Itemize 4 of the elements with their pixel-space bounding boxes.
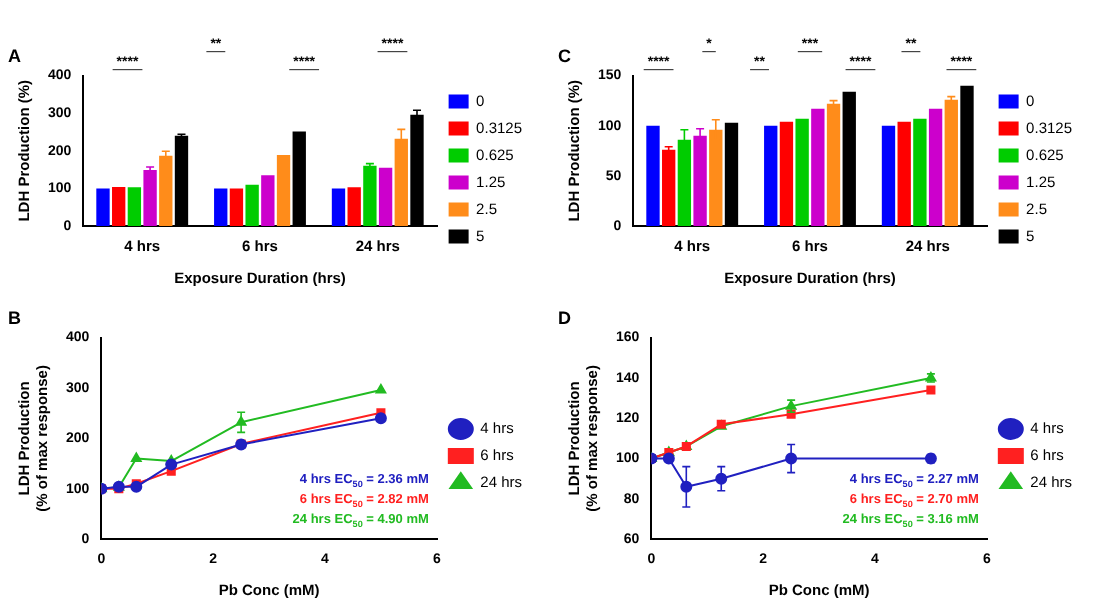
- chart-title: A: [8, 45, 22, 66]
- chart-title: D: [558, 307, 572, 328]
- chart-title: C: [558, 45, 572, 66]
- chart-title: B: [8, 307, 22, 328]
